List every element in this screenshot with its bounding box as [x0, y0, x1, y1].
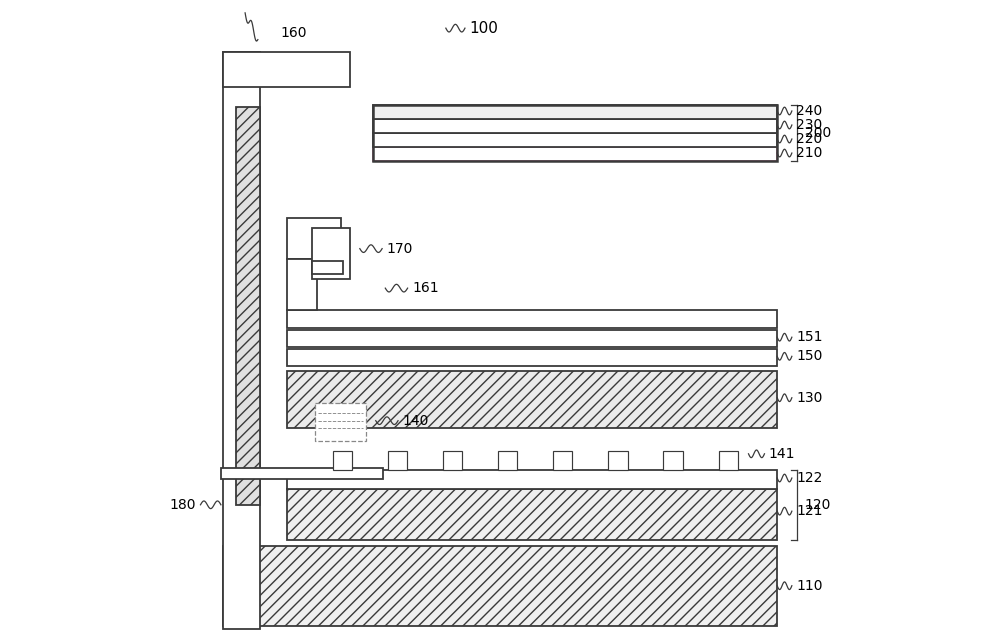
- Text: 170: 170: [387, 242, 413, 255]
- Bar: [373, 104, 777, 118]
- Text: 120: 120: [805, 498, 831, 512]
- Text: 180: 180: [170, 498, 196, 512]
- Bar: [287, 330, 777, 347]
- Text: 151: 151: [796, 330, 823, 344]
- Bar: [223, 52, 260, 629]
- Bar: [373, 132, 777, 147]
- Bar: [498, 451, 517, 470]
- Bar: [443, 451, 462, 470]
- Bar: [223, 52, 350, 88]
- Text: 240: 240: [796, 104, 823, 118]
- Bar: [373, 147, 777, 161]
- Text: 100: 100: [469, 20, 498, 36]
- Text: 220: 220: [796, 132, 823, 146]
- Text: 141: 141: [769, 447, 795, 461]
- Text: 110: 110: [796, 579, 823, 593]
- Text: 150: 150: [796, 349, 823, 364]
- Bar: [287, 470, 777, 489]
- Text: 130: 130: [796, 391, 823, 404]
- Bar: [719, 451, 738, 470]
- Bar: [373, 104, 777, 161]
- Text: 122: 122: [796, 471, 823, 485]
- Bar: [287, 349, 777, 366]
- Bar: [287, 310, 777, 328]
- Text: 161: 161: [412, 281, 439, 295]
- Bar: [388, 451, 407, 470]
- Bar: [312, 261, 343, 274]
- Bar: [333, 451, 352, 470]
- Bar: [221, 468, 383, 479]
- Text: 121: 121: [796, 504, 823, 518]
- Bar: [287, 489, 777, 540]
- Bar: [373, 118, 777, 132]
- Text: 140: 140: [403, 413, 429, 428]
- Bar: [608, 451, 628, 470]
- Text: 230: 230: [796, 118, 823, 132]
- Bar: [315, 403, 366, 441]
- Text: 200: 200: [805, 125, 831, 140]
- Bar: [223, 546, 777, 626]
- Bar: [287, 218, 341, 259]
- Bar: [236, 106, 260, 505]
- Bar: [663, 451, 683, 470]
- Text: 210: 210: [796, 146, 823, 160]
- Bar: [312, 228, 350, 278]
- Bar: [287, 371, 777, 428]
- Bar: [553, 451, 572, 470]
- Bar: [287, 259, 317, 310]
- Text: 160: 160: [280, 26, 307, 40]
